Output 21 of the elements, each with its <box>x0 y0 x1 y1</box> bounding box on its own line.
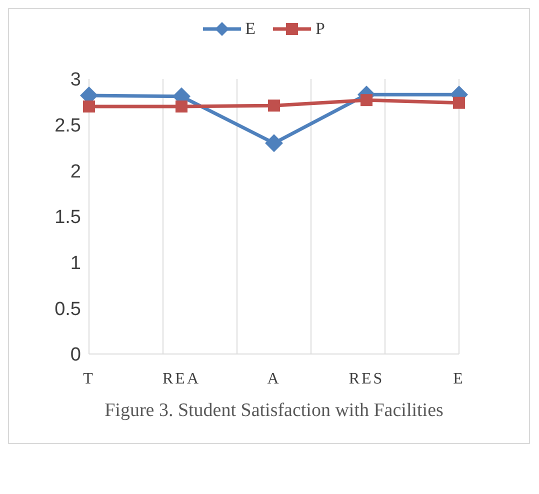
point <box>453 96 465 109</box>
x-tick-label: A <box>267 370 281 388</box>
x-tick-label: T <box>83 370 95 388</box>
y-tick-label: 3 <box>70 70 81 91</box>
point <box>176 100 188 112</box>
y-tick-label: 2 <box>70 161 81 182</box>
y-tick-label: 2.5 <box>54 116 81 137</box>
y-tick-label: 1.5 <box>54 207 81 228</box>
legend-label: P <box>315 19 325 39</box>
y-tick-label: 0 <box>70 344 81 366</box>
y-tick-label: 1 <box>70 253 81 274</box>
y-tick-label: 0.5 <box>54 298 81 320</box>
x-tick-label: RES <box>348 370 384 388</box>
legend-label: E <box>245 19 256 39</box>
x-tick-label: REA <box>162 370 200 388</box>
point <box>360 94 372 106</box>
point <box>83 100 95 112</box>
point <box>265 134 283 152</box>
text: Figure 3. Student Satisfaction with Facilities <box>104 399 444 423</box>
point <box>268 100 280 112</box>
x-tick-label: E <box>453 370 465 388</box>
